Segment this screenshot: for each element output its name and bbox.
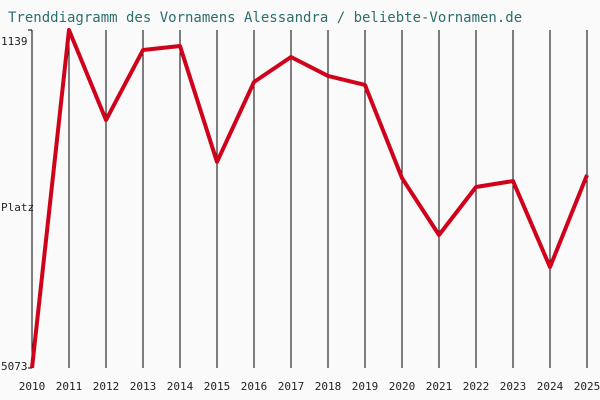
chart-title: Trenddiagramm des Vornamens Alessandra /… bbox=[8, 10, 522, 26]
x-tick-label: 2014 bbox=[167, 380, 194, 393]
x-tick-label: 2013 bbox=[130, 380, 157, 393]
x-tick-label: 2012 bbox=[93, 380, 120, 393]
y-tick-label: 1139 bbox=[1, 35, 28, 48]
trend-line bbox=[30, 28, 589, 369]
x-tick-label: 2017 bbox=[278, 380, 305, 393]
x-tick-label: 2011 bbox=[56, 380, 83, 393]
y-axis-label: Platz bbox=[1, 201, 34, 214]
x-tick-label: 2016 bbox=[241, 380, 268, 393]
x-tick-label: 2020 bbox=[389, 380, 416, 393]
x-tick-label: 2024 bbox=[537, 380, 564, 393]
x-tick-label: 2025 bbox=[574, 380, 600, 393]
x-tick-label: 2015 bbox=[204, 380, 231, 393]
x-tick-label: 2019 bbox=[352, 380, 379, 393]
x-tick-label: 2022 bbox=[463, 380, 490, 393]
y-tick-label: 5073 bbox=[1, 360, 28, 373]
x-tick-label: 2010 bbox=[19, 380, 46, 393]
x-tick-label: 2018 bbox=[315, 380, 342, 393]
x-tick-label: 2023 bbox=[500, 380, 527, 393]
x-tick-label: 2021 bbox=[426, 380, 453, 393]
